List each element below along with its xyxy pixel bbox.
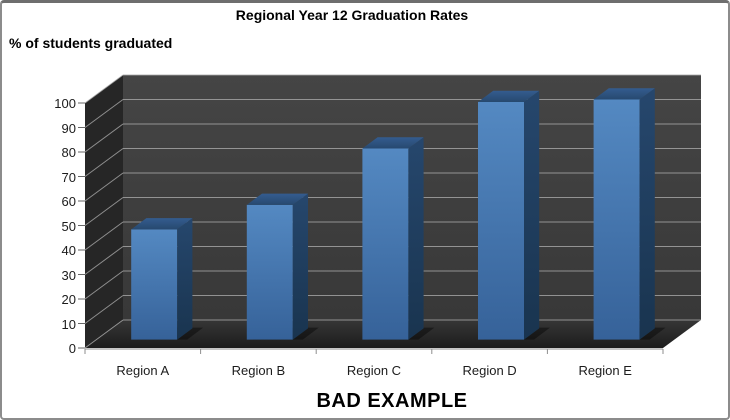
bar-side-face — [524, 90, 540, 340]
y-tick-label: 100 — [54, 96, 76, 111]
y-tick-label: 40 — [61, 243, 76, 258]
bar-front-face — [478, 101, 524, 340]
bar-side-face — [177, 218, 193, 340]
y-tick-label: 20 — [61, 292, 76, 307]
y-tick-label: 60 — [61, 194, 76, 209]
y-tick-label: 50 — [61, 218, 76, 234]
category-label: Region D — [462, 363, 517, 378]
bar-region-d — [478, 90, 540, 340]
bar-front-face — [131, 229, 178, 340]
category-label: Region B — [231, 363, 286, 378]
bar-side-face — [408, 137, 424, 340]
bar-top-face — [131, 218, 193, 230]
bar-top-face — [362, 137, 424, 149]
bar-region-e — [593, 88, 655, 340]
bar-side-face — [292, 193, 308, 340]
y-tick-label: 10 — [61, 316, 76, 332]
y-tick-label: 30 — [61, 267, 76, 283]
gridline-side-wall — [84, 74, 124, 104]
category-label: Region A — [116, 363, 170, 378]
gridline-side-wall — [84, 99, 124, 128]
bar-region-c — [362, 137, 424, 340]
bar-region-b — [246, 193, 308, 340]
bar-top-face — [246, 193, 308, 205]
gridline-side-wall — [84, 148, 124, 177]
y-tick-label: 80 — [61, 145, 76, 160]
y-tick-label: 90 — [61, 120, 76, 136]
chart-title: Regional Year 12 Graduation Rates — [235, 7, 469, 23]
bar-region-a — [131, 218, 193, 340]
y-axis-title: % of students graduated — [9, 35, 173, 51]
gridline-side-wall — [84, 295, 124, 324]
y-tick-label: 70 — [61, 169, 76, 185]
gridline-side-wall — [84, 270, 124, 300]
gridline-side-wall — [84, 123, 124, 153]
gridline-side-wall — [84, 197, 124, 226]
gridline-side-wall — [84, 221, 124, 251]
gridline-side-wall — [84, 246, 124, 275]
bar-front-face — [362, 148, 409, 340]
footer-annotation: BAD EXAMPLE — [316, 390, 468, 412]
category-label: Region E — [578, 363, 632, 378]
bar-front-face — [593, 99, 640, 340]
gridline-side-wall — [84, 319, 124, 349]
category-label: Region C — [346, 363, 402, 378]
bar-side-face — [639, 88, 655, 340]
gridline-side-wall — [84, 172, 124, 202]
y-tick-label: 0 — [68, 341, 76, 356]
bar-front-face — [246, 204, 293, 340]
bar-top-face — [593, 88, 655, 100]
bar-top-face — [478, 90, 540, 102]
